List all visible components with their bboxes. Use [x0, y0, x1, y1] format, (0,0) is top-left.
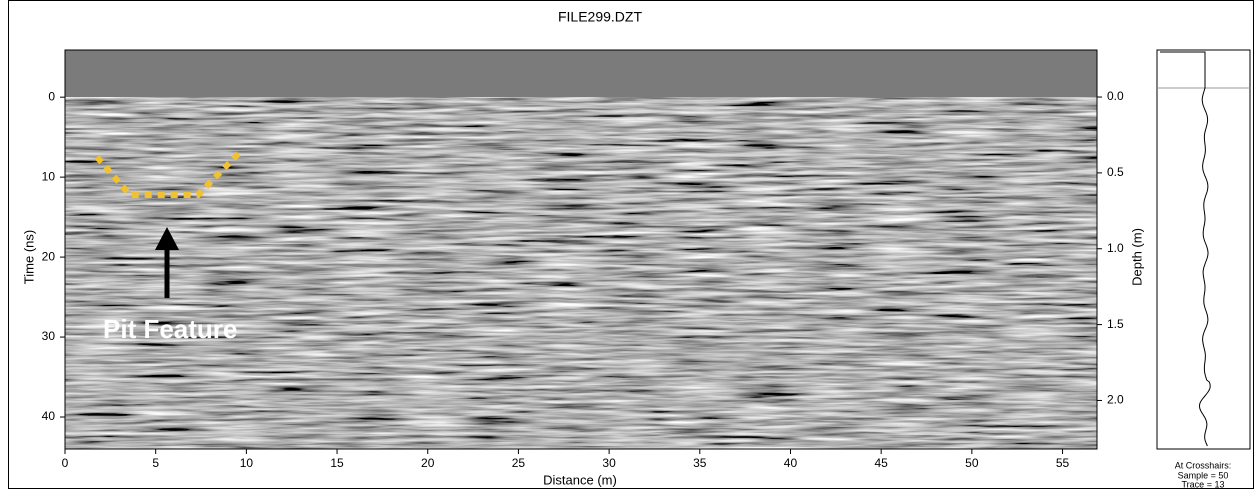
x-axis-label: Distance (m) [543, 472, 617, 487]
y-tick-label: 0 [48, 89, 55, 103]
y2-tick-label: 0.0 [1107, 89, 1124, 103]
x-tick-label: 20 [421, 456, 435, 470]
chart-title: FILE299.DZT [558, 9, 642, 25]
y-tick-label: 40 [42, 409, 56, 423]
y2-tick-label: 1.5 [1107, 317, 1124, 331]
y2-tick-label: 2.0 [1107, 393, 1124, 407]
pit-outline [94, 149, 243, 198]
x-tick-label: 15 [330, 456, 344, 470]
crosshair-title: At Crosshairs: [1175, 460, 1232, 470]
y-tick-label: 20 [42, 249, 56, 263]
annotation: Pit Feature [103, 314, 237, 344]
arrow-head [155, 227, 179, 250]
y-tick-label: 10 [42, 169, 56, 183]
x-tick-label: 5 [152, 456, 159, 470]
x-tick-label: 40 [784, 456, 798, 470]
x-tick-label: 0 [62, 456, 69, 470]
radargram-image [65, 97, 1097, 449]
x-tick-label: 25 [512, 456, 526, 470]
y-axis-label: Time (ns) [21, 230, 36, 284]
x-tick-label: 45 [874, 456, 888, 470]
x-tick-label: 50 [965, 456, 979, 470]
y-tick-label: 30 [42, 329, 56, 343]
air-band [65, 50, 1097, 97]
y2-tick-label: 0.5 [1107, 165, 1124, 179]
y2-axis-label: Depth (m) [1129, 228, 1144, 286]
crosshair-sample: Sample = 50 [1178, 470, 1229, 480]
x-tick-label: 10 [240, 456, 254, 470]
x-tick-label: 30 [602, 456, 616, 470]
crosshair-trace: Trace = 13 [1182, 479, 1225, 489]
trace-wiggle [1160, 51, 1211, 447]
x-tick-label: 55 [1056, 456, 1070, 470]
x-tick-label: 35 [693, 456, 707, 470]
y2-tick-label: 1.0 [1107, 241, 1124, 255]
trace-panel [1156, 49, 1251, 450]
plot-border [64, 49, 1098, 450]
